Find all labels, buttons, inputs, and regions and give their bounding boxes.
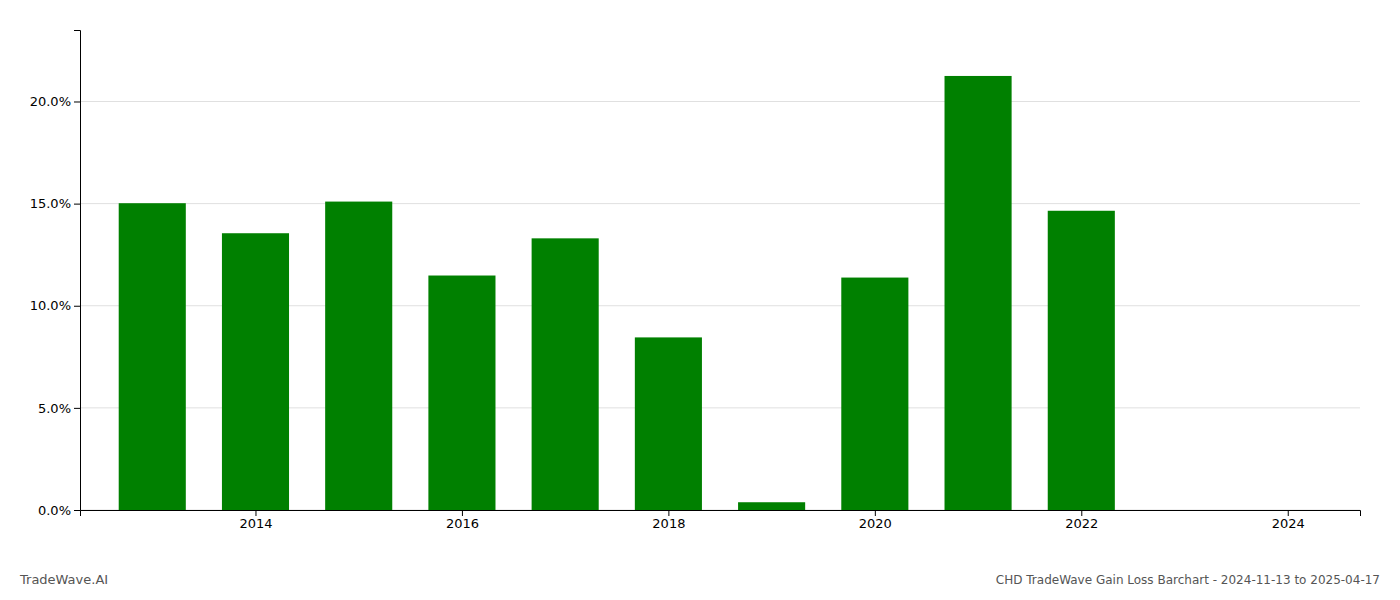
plot: 2014 2016 2018 2020 2022 2024 0.0% 5.0% 10.0% 15.… — [30, 31, 1361, 532]
x-tick-label: 2018 — [652, 516, 685, 531]
grid-line — [80, 101, 1360, 102]
y-axis: 0.0% 5.0% 10.0% 15.0% 20.0% — [30, 31, 81, 518]
x-tick-label: 2016 — [446, 516, 479, 531]
bar — [945, 76, 1012, 510]
x-tick-mark — [668, 510, 669, 516]
annotation: TradeWave.AI — [19, 572, 108, 587]
bars — [119, 76, 1115, 510]
x-tick: 2014 — [239, 510, 272, 531]
y-tick-mark — [74, 306, 80, 307]
bar — [1151, 510, 1218, 511]
y-tick-mark — [74, 204, 80, 205]
y-tick: 20.0% — [30, 94, 80, 109]
x-tick: 2018 — [652, 510, 685, 531]
bar — [325, 202, 392, 510]
x-axis: 2014 2016 2018 2020 2022 2024 — [81, 510, 1361, 531]
x-tick-mark — [875, 510, 876, 516]
y-tick: 5.0% — [38, 401, 80, 416]
grid — [80, 101, 1360, 510]
x-tick-mark — [255, 510, 256, 516]
x-tick: 2024 — [1272, 510, 1305, 531]
y-tick-label: 0.0% — [38, 503, 71, 518]
x-tick: 2020 — [859, 510, 892, 531]
x-tick-label: 2020 — [859, 516, 892, 531]
x-tick: 2016 — [446, 510, 479, 531]
bar — [841, 278, 908, 510]
y-tick-label: 15.0% — [30, 196, 71, 211]
bar — [119, 203, 186, 510]
y-tick-mark — [74, 408, 80, 409]
x-tick-label: 2024 — [1272, 516, 1305, 531]
x-tick-label: 2014 — [239, 516, 272, 531]
y-tick: 15.0% — [30, 196, 80, 211]
x-tick-mark — [1288, 510, 1289, 516]
y-tick-label: 5.0% — [38, 401, 71, 416]
bar — [428, 276, 495, 510]
y-tick-label: 20.0% — [30, 94, 71, 109]
grid-line — [80, 203, 1360, 204]
y-tick-label: 10.0% — [30, 298, 71, 313]
bar — [635, 337, 702, 510]
y-tick: 0.0% — [38, 503, 80, 518]
bar — [1048, 211, 1115, 510]
bar — [532, 238, 599, 510]
x-tick-mark — [462, 510, 463, 516]
y-axis-line — [74, 31, 81, 511]
y-tick-mark — [74, 101, 80, 102]
x-tick-label: 2022 — [1065, 516, 1098, 531]
y-tick: 10.0% — [30, 298, 80, 313]
chart: 2014 2016 2018 2020 2022 2024 0.0% 5.0% 10.0% 15.… — [0, 0, 1400, 600]
title: CHD TradeWave Gain Loss Barchart - 2024-… — [996, 573, 1380, 587]
x-axis-line — [81, 511, 1361, 517]
x-tick: 2022 — [1065, 510, 1098, 531]
bar — [738, 502, 805, 510]
y-tick-mark — [74, 510, 80, 511]
x-tick-mark — [1081, 510, 1082, 516]
bar — [222, 233, 289, 510]
